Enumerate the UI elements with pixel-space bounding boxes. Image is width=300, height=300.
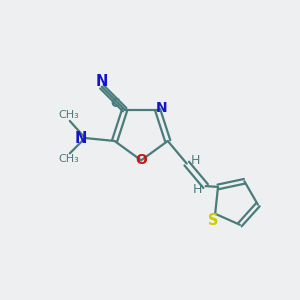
Text: H: H	[193, 183, 202, 196]
Text: H: H	[190, 154, 200, 167]
Text: O: O	[135, 153, 147, 167]
Text: CH₃: CH₃	[59, 154, 80, 164]
Text: S: S	[208, 213, 219, 228]
Text: N: N	[74, 130, 87, 146]
Text: CH₃: CH₃	[59, 110, 80, 120]
Text: N: N	[96, 74, 108, 89]
Text: C: C	[110, 97, 119, 110]
Text: N: N	[155, 101, 167, 115]
